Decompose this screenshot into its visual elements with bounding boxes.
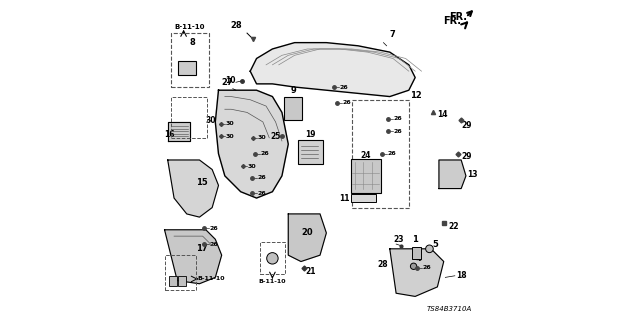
- Text: 26: 26: [257, 175, 266, 180]
- Text: 9: 9: [290, 86, 296, 95]
- Text: 17: 17: [196, 244, 208, 253]
- Text: 25: 25: [270, 132, 280, 141]
- FancyBboxPatch shape: [284, 97, 302, 120]
- Polygon shape: [439, 160, 466, 188]
- Text: 24: 24: [361, 151, 371, 160]
- Text: B-11-10: B-11-10: [198, 276, 225, 282]
- Text: 8: 8: [190, 38, 196, 47]
- Text: 26: 26: [210, 242, 218, 247]
- Text: 10: 10: [225, 76, 236, 85]
- Polygon shape: [390, 249, 444, 296]
- FancyBboxPatch shape: [351, 159, 381, 193]
- Polygon shape: [164, 230, 221, 284]
- Text: 1: 1: [412, 235, 418, 244]
- Text: 21: 21: [306, 267, 316, 276]
- Text: 14: 14: [437, 109, 448, 118]
- Text: 29: 29: [461, 121, 472, 130]
- Text: 26: 26: [257, 191, 266, 196]
- Text: 22: 22: [449, 222, 459, 231]
- Text: 26: 26: [210, 226, 218, 231]
- Text: 4: 4: [415, 254, 421, 263]
- FancyBboxPatch shape: [298, 140, 323, 164]
- Text: 28: 28: [377, 260, 388, 269]
- Text: 23: 23: [393, 235, 403, 244]
- Circle shape: [267, 252, 278, 264]
- Text: 26: 26: [422, 265, 431, 270]
- Text: 11: 11: [340, 194, 350, 203]
- Circle shape: [426, 245, 433, 252]
- Polygon shape: [250, 43, 415, 97]
- Text: 12: 12: [410, 91, 422, 100]
- Text: 30: 30: [257, 135, 266, 140]
- Text: 7: 7: [390, 30, 396, 39]
- Text: 5: 5: [433, 240, 438, 249]
- Text: 28: 28: [230, 21, 243, 30]
- Text: 15: 15: [196, 178, 208, 187]
- Text: 30: 30: [225, 121, 234, 126]
- FancyBboxPatch shape: [169, 276, 177, 286]
- Text: FR.: FR.: [449, 12, 467, 22]
- Circle shape: [410, 263, 417, 269]
- Polygon shape: [288, 214, 326, 261]
- Text: 18: 18: [456, 271, 467, 280]
- FancyBboxPatch shape: [412, 247, 421, 259]
- Text: 16: 16: [164, 130, 175, 139]
- Text: 30: 30: [225, 134, 234, 139]
- Text: 26: 26: [340, 84, 348, 90]
- Text: FR.: FR.: [443, 16, 461, 26]
- Text: 27: 27: [221, 78, 233, 87]
- Text: 30: 30: [248, 164, 256, 169]
- Text: 20: 20: [301, 228, 313, 237]
- Text: 29: 29: [461, 152, 472, 161]
- Text: 26: 26: [394, 129, 403, 134]
- Text: 26: 26: [387, 151, 396, 156]
- Text: 26: 26: [260, 151, 269, 156]
- Text: TS84B3710A: TS84B3710A: [427, 306, 472, 312]
- Text: B-11-10: B-11-10: [259, 279, 286, 284]
- Text: B-11-10: B-11-10: [174, 24, 205, 30]
- Text: 19: 19: [305, 130, 316, 140]
- Polygon shape: [215, 90, 288, 198]
- FancyBboxPatch shape: [351, 194, 376, 202]
- FancyBboxPatch shape: [178, 61, 196, 75]
- Text: 26: 26: [394, 116, 403, 121]
- Text: 26: 26: [343, 100, 351, 105]
- Text: 30: 30: [206, 116, 216, 125]
- Polygon shape: [168, 160, 218, 217]
- Text: 13: 13: [467, 170, 478, 179]
- Polygon shape: [168, 122, 190, 141]
- FancyBboxPatch shape: [178, 276, 186, 286]
